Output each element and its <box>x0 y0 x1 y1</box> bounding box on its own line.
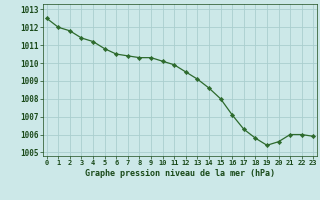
X-axis label: Graphe pression niveau de la mer (hPa): Graphe pression niveau de la mer (hPa) <box>85 169 275 178</box>
